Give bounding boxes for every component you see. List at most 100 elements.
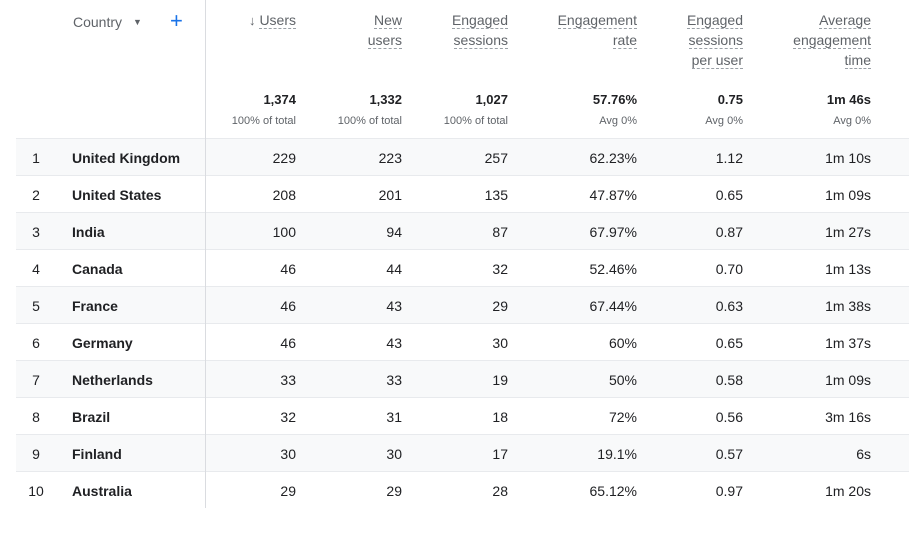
- metric-cell-engaged-sessions: 135: [484, 187, 508, 203]
- metric-cell-engaged-sessions: 32: [492, 261, 508, 277]
- row-number: 1: [32, 150, 40, 166]
- column-total-note: Avg 0%: [833, 115, 871, 127]
- metric-cell-engaged-sessions: 257: [484, 150, 508, 166]
- metric-cell-new-users: 94: [386, 224, 402, 240]
- metric-cell-engagement-rate: 50%: [608, 372, 637, 388]
- column-header-avg-engagement-time[interactable]: Average engagement time: [793, 10, 871, 70]
- column-header-users[interactable]: ↓ Users: [249, 10, 296, 31]
- column-total-note: Avg 0%: [599, 115, 637, 127]
- metric-cell-engaged-sessions-per-user: 0.65: [715, 187, 743, 203]
- table-row[interactable]: 6 Germany 46 43 30 60% 0.65 1m 37s: [16, 323, 909, 360]
- country-cell[interactable]: Germany: [72, 335, 133, 351]
- table-row[interactable]: 1 United Kingdom 229 223 257 62.23% 1.12 1m 10s: [16, 138, 909, 175]
- dimension-selector[interactable]: Country ▼: [73, 14, 142, 30]
- column-total-note: 100% of total: [337, 115, 402, 127]
- row-number: 4: [32, 261, 40, 277]
- table-row[interactable]: 7 Netherlands 33 33 19 50% 0.58 1m 09s: [16, 360, 909, 397]
- column-header-label: rate: [612, 32, 637, 49]
- country-report-table: Country ▼ + ↓ Users 1,374 100% of total New u…: [16, 0, 909, 508]
- country-cell[interactable]: Canada: [72, 261, 123, 277]
- column-header-engaged-sessions[interactable]: Engaged sessions: [451, 10, 508, 50]
- dimension-label: Country: [73, 14, 123, 30]
- column-total: 1,332: [369, 92, 402, 107]
- metric-cell-new-users: 30: [386, 446, 402, 462]
- metric-cell-engaged-sessions: 87: [492, 224, 508, 240]
- metric-cell-avg-engagement-time: 1m 20s: [825, 483, 871, 499]
- column-total: 1,027: [475, 92, 508, 107]
- metric-cell-users: 229: [272, 150, 296, 166]
- country-cell[interactable]: United Kingdom: [72, 150, 181, 166]
- metric-cell-engaged-sessions-per-user: 0.63: [715, 298, 743, 314]
- metric-cell-new-users: 43: [386, 335, 402, 351]
- country-cell[interactable]: Australia: [72, 483, 132, 499]
- metric-cell-engaged-sessions: 18: [492, 409, 508, 425]
- metric-cell-new-users: 43: [386, 298, 402, 314]
- row-number: 5: [32, 298, 40, 314]
- column-total-note: Avg 0%: [705, 115, 743, 127]
- column-header-engaged-sessions-per-user[interactable]: Engaged sessions per user: [686, 10, 743, 70]
- metric-cell-new-users: 29: [386, 483, 402, 499]
- row-number: 7: [32, 372, 40, 388]
- metric-cell-engaged-sessions-per-user: 0.87: [715, 224, 743, 240]
- metric-cell-engaged-sessions-per-user: 0.56: [715, 409, 743, 425]
- metric-cell-avg-engagement-time: 1m 09s: [825, 372, 871, 388]
- metric-cell-engaged-sessions-per-user: 1.12: [715, 150, 743, 166]
- metric-cell-users: 29: [280, 483, 296, 499]
- metric-cell-avg-engagement-time: 1m 09s: [825, 187, 871, 203]
- plus-icon: +: [170, 8, 183, 33]
- metric-cell-new-users: 31: [386, 409, 402, 425]
- metric-cell-avg-engagement-time: 1m 13s: [825, 261, 871, 277]
- column-header-label: Engaged: [451, 12, 508, 29]
- row-number: 8: [32, 409, 40, 425]
- column-header-label: New: [373, 12, 402, 29]
- country-cell[interactable]: Netherlands: [72, 372, 153, 388]
- table-row[interactable]: 5 France 46 43 29 67.44% 0.63 1m 38s: [16, 286, 909, 323]
- country-cell[interactable]: France: [72, 298, 118, 314]
- column-header-label: users: [367, 32, 402, 49]
- metric-cell-engaged-sessions: 17: [492, 446, 508, 462]
- metric-cell-engagement-rate: 67.44%: [589, 298, 637, 314]
- row-number: 6: [32, 335, 40, 351]
- metric-cell-engagement-rate: 52.46%: [589, 261, 637, 277]
- column-header-label: sessions: [688, 32, 743, 49]
- table-row[interactable]: 4 Canada 46 44 32 52.46% 0.70 1m 13s: [16, 249, 909, 286]
- metric-cell-avg-engagement-time: 3m 16s: [825, 409, 871, 425]
- metric-cell-avg-engagement-time: 6s: [856, 446, 871, 462]
- country-cell[interactable]: Brazil: [72, 409, 111, 425]
- metric-cell-engaged-sessions-per-user: 0.65: [715, 335, 743, 351]
- metric-cell-users: 46: [280, 261, 296, 277]
- table-row[interactable]: 9 Finland 30 30 17 19.1% 0.57 6s: [16, 434, 909, 471]
- column-total-note: 100% of total: [231, 115, 296, 127]
- metric-cell-new-users: 44: [386, 261, 402, 277]
- metric-cell-new-users: 201: [378, 187, 402, 203]
- column-divider: [205, 0, 206, 508]
- table-row[interactable]: 10 Australia 29 29 28 65.12% 0.97 1m 20s: [16, 471, 909, 508]
- table-row[interactable]: 3 India 100 94 87 67.97% 0.87 1m 27s: [16, 212, 909, 249]
- row-number: 3: [32, 224, 40, 240]
- add-dimension-button[interactable]: +: [170, 8, 183, 34]
- metric-cell-engagement-rate: 65.12%: [589, 483, 637, 499]
- metric-cell-new-users: 33: [386, 372, 402, 388]
- table-row[interactable]: 2 United States 208 201 135 47.87% 0.65 1m 09s: [16, 175, 909, 212]
- metric-cell-users: 33: [280, 372, 296, 388]
- metric-cell-avg-engagement-time: 1m 27s: [825, 224, 871, 240]
- column-header-label: per user: [691, 52, 743, 69]
- column-header-label: sessions: [453, 32, 508, 49]
- metric-cell-engaged-sessions-per-user: 0.58: [715, 372, 743, 388]
- metric-cell-users: 100: [272, 224, 296, 240]
- column-header-engagement-rate[interactable]: Engagement rate: [557, 10, 637, 50]
- metric-cell-engagement-rate: 47.87%: [589, 187, 637, 203]
- table-row[interactable]: 8 Brazil 32 31 18 72% 0.56 3m 16s: [16, 397, 909, 434]
- metric-cell-users: 32: [280, 409, 296, 425]
- country-cell[interactable]: India: [72, 224, 105, 240]
- metric-cell-users: 30: [280, 446, 296, 462]
- column-header-new-users[interactable]: New users: [367, 10, 402, 50]
- column-header-label: Users: [259, 12, 296, 29]
- metric-cell-engaged-sessions-per-user: 0.57: [715, 446, 743, 462]
- metric-cell-engaged-sessions: 30: [492, 335, 508, 351]
- country-cell[interactable]: Finland: [72, 446, 122, 462]
- metric-cell-users: 208: [272, 187, 296, 203]
- column-header-label: Average: [819, 12, 871, 29]
- arrow-down-icon: ↓: [248, 13, 256, 28]
- country-cell[interactable]: United States: [72, 187, 162, 203]
